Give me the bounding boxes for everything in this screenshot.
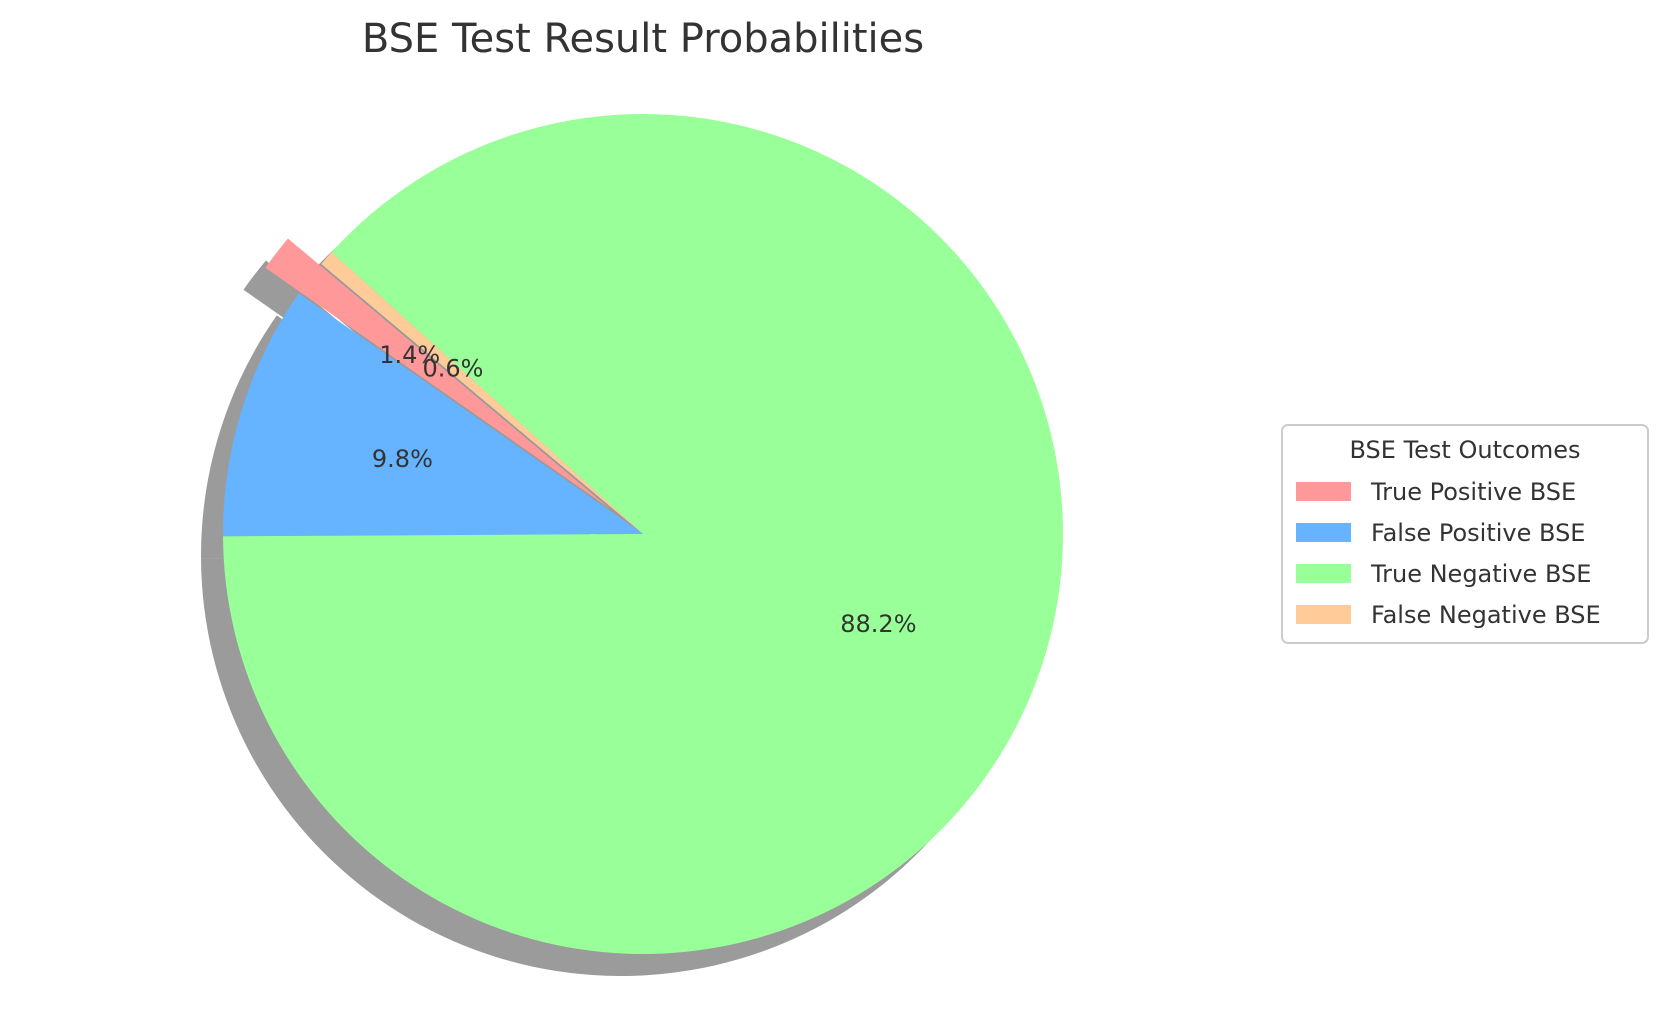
legend-items: True Positive BSE False Positive BSE True … xyxy=(1296,478,1601,629)
pie-label-layer: 1.4% 9.8% 88.2% 0.6% xyxy=(372,341,917,638)
legend-label-false-positive-bse: False Positive BSE xyxy=(1371,519,1585,547)
legend-frame xyxy=(1281,424,1649,644)
legend-title: BSE Test Outcomes xyxy=(1350,436,1581,464)
legend-label-false-negative-bse: False Negative BSE xyxy=(1371,601,1601,629)
legend-swatch-true-positive-bse xyxy=(1296,482,1351,501)
pie-slice-layer xyxy=(223,113,1064,954)
pie-label-false-negative-bse: 0.6% xyxy=(423,354,484,382)
legend-label-true-positive-bse: True Positive BSE xyxy=(1370,478,1576,506)
pie-label-true-positive-bse: 1.4% xyxy=(379,341,440,369)
pie-slice-true-negative-bse xyxy=(223,113,1064,954)
legend-label-true-negative-bse: True Negative BSE xyxy=(1370,560,1591,588)
legend-swatch-false-positive-bse xyxy=(1296,523,1351,542)
pie-slice-false-positive-bse xyxy=(223,293,644,537)
pie-label-false-positive-bse: 9.8% xyxy=(372,445,433,473)
chart-title: BSE Test Result Probabilities xyxy=(362,16,924,62)
pie-slice-false-negative-bse xyxy=(321,252,643,534)
pie-label-true-negative-bse: 88.2% xyxy=(840,610,916,638)
legend-swatch-false-negative-bse xyxy=(1296,605,1351,624)
legend-swatch-true-negative-bse xyxy=(1296,564,1351,583)
pie-slice-true-positive-bse xyxy=(265,238,610,509)
legend: BSE Test Outcomes True Positive BSE False… xyxy=(1281,424,1649,644)
